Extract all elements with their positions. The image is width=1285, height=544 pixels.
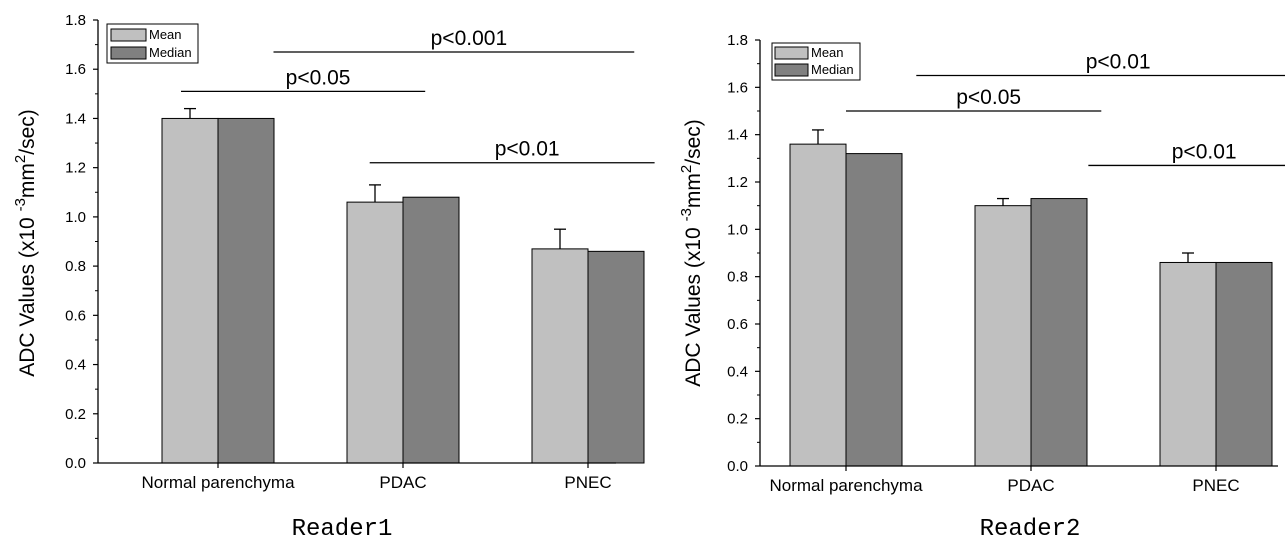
legend-label-mean: Mean	[149, 27, 182, 42]
x-tick-label: PDAC	[379, 473, 426, 492]
significance-layer: p<0.001 p<0.05 p<0.01	[181, 27, 655, 164]
y-tick-label: 0.8	[65, 258, 86, 275]
y-ticks: 0.0 0.2 0.4 0.6 0.8 1.0 1.2 1.4 1.6 1.8	[65, 12, 98, 472]
significance-label-1: p<0.05	[286, 66, 351, 89]
bar-mean-0	[161, 117, 219, 464]
x-tick-label: PNEC	[564, 473, 611, 492]
y-tick-label: 1.6	[65, 61, 86, 78]
bar-median-0	[217, 117, 275, 464]
y-ticks: 0.0 0.2 0.4 0.6 0.8 1.0 1.2 1.4 1.6 1.8	[727, 32, 760, 475]
y-axis-label: ADC Values (x10 -3mm2/sec)	[678, 119, 705, 387]
bar-mean-2	[531, 248, 589, 464]
legend-swatch-mean	[110, 28, 147, 42]
x-tick-label: Normal parenchyma	[769, 476, 923, 495]
significance-label-0: p<0.01	[1086, 51, 1151, 74]
chart-title: Reader2	[980, 516, 1081, 543]
legend-label-median: Median	[149, 45, 192, 60]
significance-layer: p<0.01 p<0.05 p<0.01	[846, 51, 1285, 167]
y-tick-label: 1.6	[727, 79, 748, 96]
bar-mean-1	[974, 205, 1032, 467]
legend-swatch-median	[110, 46, 147, 60]
significance-label-1: p<0.05	[956, 86, 1021, 109]
x-tick-label: PNEC	[1192, 476, 1239, 495]
legend: Mean Median	[771, 42, 861, 81]
chart-reader1: p<0.001 p<0.05 p<0.01 0.0 0.2 0.4 0.6 0.8 1.0 1.…	[12, 12, 655, 543]
y-tick-label: 0.8	[727, 269, 748, 286]
y-tick-label: 0.0	[65, 455, 86, 472]
chart-reader2: p<0.01 p<0.05 p<0.01 0.0 0.2 0.4 0.6 0.8 1.0 1.2…	[678, 32, 1285, 543]
bar-mean-1	[346, 201, 404, 464]
y-tick-label: 0.4	[727, 363, 748, 380]
x-tick-label: PDAC	[1007, 476, 1054, 495]
bar-median-2	[587, 250, 645, 464]
x-tick-label: Normal parenchyma	[141, 473, 295, 492]
y-tick-label: 1.0	[65, 209, 86, 226]
chart-title: Reader1	[292, 516, 393, 543]
legend: Mean Median	[106, 23, 199, 64]
y-tick-label: 1.8	[65, 12, 86, 29]
y-tick-label: 0.6	[727, 316, 748, 333]
y-tick-label: 1.0	[727, 221, 748, 238]
legend-swatch-median	[774, 63, 809, 77]
y-tick-label: 1.4	[65, 110, 86, 127]
y-tick-label: 1.4	[727, 127, 748, 144]
y-axis-label: ADC Values (x10 -3mm2/sec)	[12, 109, 39, 377]
y-tick-label: 0.4	[65, 357, 86, 374]
y-tick-label: 0.2	[65, 406, 86, 423]
y-tick-label: 0.0	[727, 458, 748, 475]
y-tick-label: 1.2	[727, 174, 748, 191]
bar-median-1	[402, 196, 460, 464]
x-ticks: Normal parenchyma PDAC PNEC	[141, 463, 612, 492]
x-ticks: Normal parenchyma PDAC PNEC	[769, 466, 1240, 495]
significance-label-2: p<0.01	[495, 138, 560, 161]
y-tick-label: 0.6	[65, 307, 86, 324]
y-tick-label: 0.2	[727, 411, 748, 428]
bars-layer	[789, 129, 1273, 467]
bar-mean-0	[789, 143, 847, 467]
legend-label-median: Median	[811, 62, 854, 77]
bar-mean-2	[1159, 261, 1217, 467]
bar-median-2	[1215, 261, 1273, 467]
legend-swatch-mean	[774, 46, 809, 60]
y-tick-label: 1.8	[727, 32, 748, 49]
legend-label-mean: Mean	[811, 45, 844, 60]
bar-median-0	[845, 153, 903, 467]
y-tick-label: 1.2	[65, 160, 86, 177]
significance-label-2: p<0.01	[1172, 140, 1237, 163]
bar-median-1	[1030, 198, 1088, 467]
significance-label-0: p<0.001	[431, 27, 508, 50]
bars-layer	[161, 107, 645, 464]
